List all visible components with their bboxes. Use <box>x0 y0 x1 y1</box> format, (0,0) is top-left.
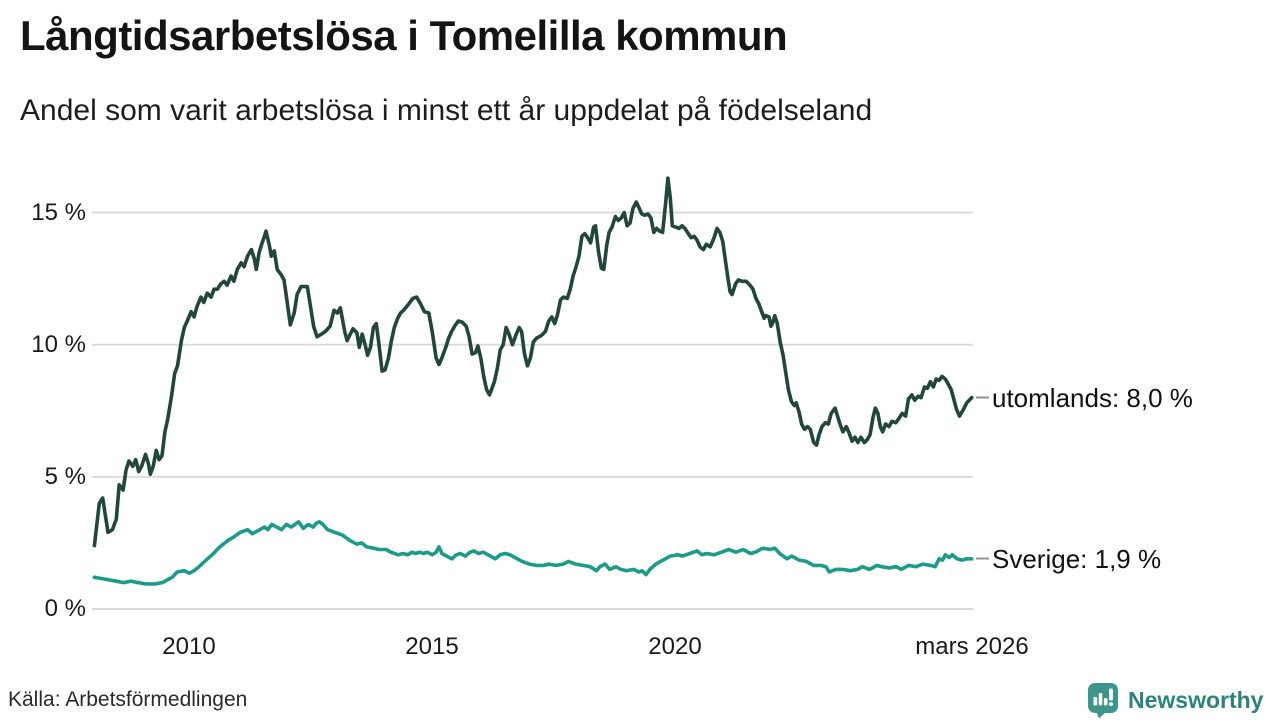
x-axis-tick-mars-2026: mars 2026 <box>915 633 1029 660</box>
y-axis-tick-5: 5 % <box>44 463 86 490</box>
page-subtitle: Andel som varit arbetslösa i minst ett å… <box>20 94 873 127</box>
series-line-utomlands <box>92 176 974 548</box>
gridlines <box>92 211 973 610</box>
newsworthy-logo-text: Newsworthy <box>1128 687 1264 713</box>
newsworthy-logo: Newsworthy <box>1086 682 1263 719</box>
y-axis-tick-10: 10 % <box>31 331 86 358</box>
series-label-utomlands: utomlands: 8,0 % <box>992 383 1193 413</box>
x-axis-tick-2020: 2020 <box>648 633 702 660</box>
x-axis-tick-2015: 2015 <box>405 633 459 660</box>
series-label-sverige: Sverige: 1,9 % <box>992 544 1162 574</box>
page-title: Långtidsarbetslösa i Tomelilla kommun <box>20 12 788 59</box>
source-note: Källa: Arbetsförmedlingen <box>8 688 248 711</box>
y-axis-tick-0: 0 % <box>44 595 86 622</box>
series-line-sverige <box>92 519 974 586</box>
y-axis-tick-15: 15 % <box>31 199 86 226</box>
x-axis-tick-2010: 2010 <box>162 633 216 660</box>
bar-chart-speech-bubble-icon <box>1088 683 1118 719</box>
